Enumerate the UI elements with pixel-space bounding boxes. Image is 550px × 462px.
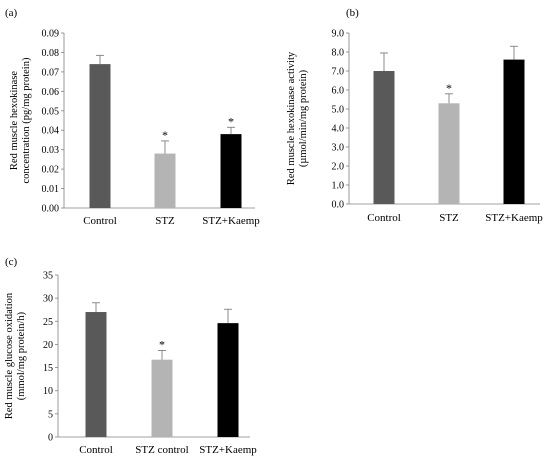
bar-3 (220, 134, 242, 208)
y-tick-label: 0.02 (42, 165, 60, 176)
y-tick-label: 0.00 (42, 204, 60, 215)
significance-marker: * (159, 337, 165, 351)
y-tick-label: 7.0 (332, 67, 345, 78)
y-tick-label: 6.0 (332, 86, 345, 97)
y-tick-label: 35 (43, 271, 53, 282)
bar-2 (151, 359, 173, 437)
category-label: Control (79, 444, 113, 456)
panel-label: (b) (346, 7, 359, 19)
y-tick-label: 0.04 (42, 126, 60, 137)
category-label: STZ (439, 212, 459, 224)
y-axis-title: Red muscle hexokinase activity(µmol/min/… (286, 51, 309, 185)
y-axis-title-line: Red muscle glucose oxidation (4, 292, 15, 419)
y-axis-title-line: Red muscle hexokinase activity (286, 51, 297, 185)
category-label: STZ+Kaemp (485, 212, 543, 224)
panel-label: (c) (5, 256, 18, 268)
bar-3 (217, 323, 239, 437)
significance-marker: * (446, 81, 452, 95)
y-tick-label: 9.0 (332, 29, 345, 40)
category-label: STZ+Kaemp (199, 444, 257, 456)
y-axis-title-line: concentration (pg/mg protein) (21, 57, 32, 183)
significance-marker: * (228, 114, 234, 128)
y-tick-label: 25 (43, 317, 53, 328)
y-tick-label: 30 (43, 294, 53, 305)
y-tick-label: 0.06 (42, 87, 60, 98)
bar-3 (503, 59, 525, 204)
y-tick-label: 0.03 (42, 145, 60, 156)
y-tick-label: 10 (43, 386, 53, 397)
y-tick-label: 0 (48, 433, 53, 444)
y-axis-title-line: (µmol/min/mg protein) (298, 69, 309, 167)
y-tick-label: 15 (43, 363, 53, 374)
bar-2 (438, 103, 460, 204)
chart-panel-3: (c) 0 5 10 15 20 25 30 35 Red muscle glucose oxid… (4, 256, 257, 456)
significance-marker: * (162, 128, 168, 142)
category-label: Control (83, 215, 117, 227)
category-label: STZ+Kaemp (202, 215, 260, 227)
y-tick-label: 4.0 (332, 124, 345, 135)
y-tick-label: 2.0 (332, 162, 345, 173)
y-tick-label: 5 (48, 409, 53, 420)
y-tick-label: 5.0 (332, 105, 345, 116)
bar-1 (85, 312, 107, 437)
bar-1 (373, 71, 395, 204)
panel-label: (a) (5, 7, 18, 19)
y-tick-label: 0.05 (42, 106, 60, 117)
bar-2 (154, 153, 176, 208)
y-tick-label: 0.0 (332, 200, 345, 211)
y-tick-label: 0.07 (42, 67, 60, 78)
y-tick-label: 3.0 (332, 143, 345, 154)
y-axis-title: Red muscle glucose oxidation(mmol/mg pro… (4, 292, 27, 419)
y-tick-label: 8.0 (332, 48, 345, 59)
category-label: STZ (155, 215, 175, 227)
y-tick-label: 0.09 (42, 29, 60, 40)
y-axis-title-line: Red muscle hexokinase (9, 71, 20, 170)
chart-panel-1: (a) 0.00 0.01 0.02 0.03 0.04 0.05 0.06 0.07 0.08 0… (5, 7, 260, 227)
y-tick-label: 20 (43, 340, 53, 351)
bar-1 (89, 64, 111, 208)
y-tick-label: 0.01 (42, 184, 60, 195)
category-label: Control (367, 212, 401, 224)
chart-panel-2: (b) 0.0 1.0 2.0 3.0 4.0 5.0 6.0 7.0 8.0 9.0 Red mus… (286, 7, 543, 224)
category-label: STZ control (135, 444, 188, 456)
y-tick-label: 0.08 (42, 48, 60, 59)
y-axis-title: Red muscle hexokinaseconcentration (pg/m… (9, 57, 32, 183)
y-tick-label: 1.0 (332, 181, 345, 192)
y-axis-title-line: (mmol/mg protein/h) (16, 311, 27, 400)
